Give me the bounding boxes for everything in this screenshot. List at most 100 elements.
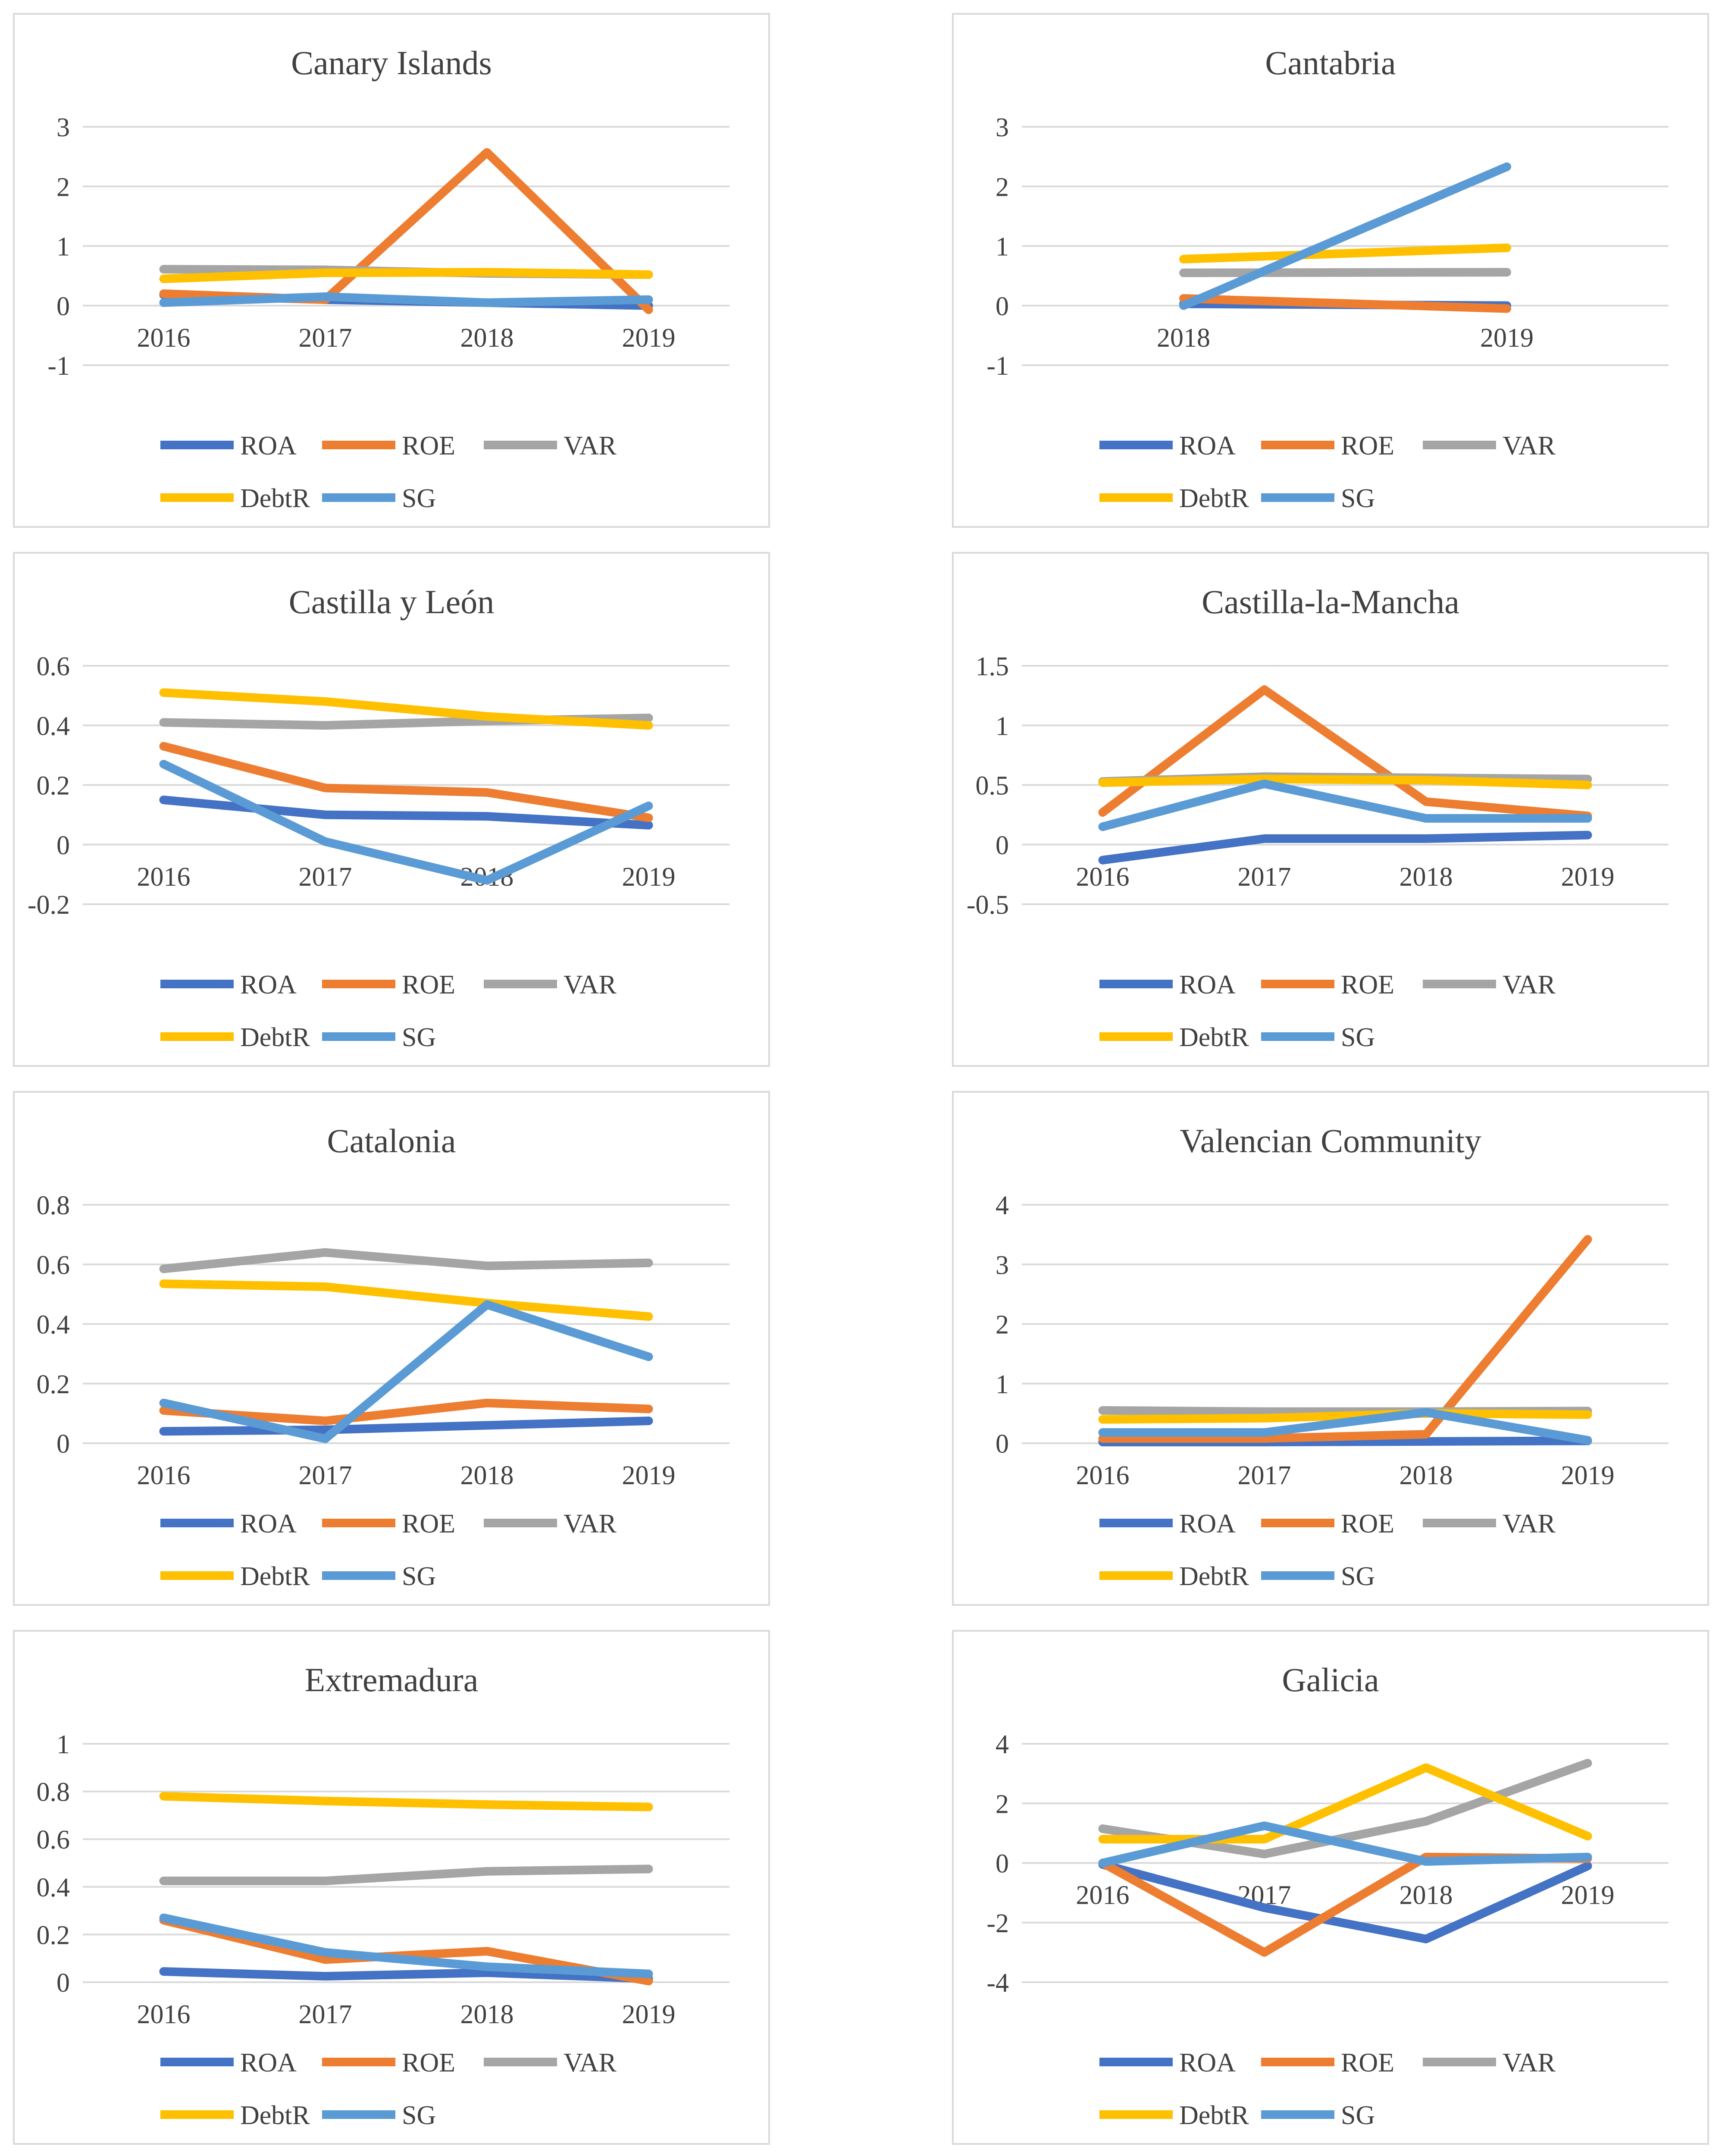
y-tick-label: 0.2 xyxy=(37,771,70,801)
y-tick-label: 0 xyxy=(996,292,1009,321)
chart-panel-3: Castilla-la-Mancha 1.5 1 0.5 0 -0.5 2016 2017 20… xyxy=(952,552,1709,1067)
y-tick-label: 2 xyxy=(996,1789,1009,1819)
x-tick-label: 2016 xyxy=(1076,862,1130,892)
y-tick-label: 0.8 xyxy=(37,1778,70,1807)
legend-label: VAR xyxy=(1503,970,1556,1000)
series-line-roa xyxy=(1098,830,1592,865)
x-tick-label: 2019 xyxy=(622,1461,676,1490)
series-line-sg xyxy=(159,1913,653,1978)
series-line-sg xyxy=(1098,779,1592,831)
y-tick-label: 2 xyxy=(996,172,1009,202)
chart-panel-4: Catalonia 0.8 0.6 0.4 0.2 0 2016 2017 2018 2019 RO… xyxy=(13,1091,770,1606)
y-tick-label: 4 xyxy=(996,1730,1009,1759)
legend-label: ROA xyxy=(240,431,297,461)
x-tick-label: 2018 xyxy=(1400,1881,1453,1910)
chart-panel-2: Castilla y León 0.6 0.4 0.2 0 -0.2 2016 2017 201… xyxy=(13,552,770,1067)
legend-label: ROE xyxy=(1341,431,1394,461)
chart-panel-5: Valencian Community 4 3 2 1 0 2016 2017 2018 2019… xyxy=(952,1091,1709,1606)
x-tick-label: 2017 xyxy=(299,323,352,353)
series-line-sg xyxy=(1179,162,1511,310)
chart-title: Catalonia xyxy=(327,1122,456,1159)
y-tick-label: -0.5 xyxy=(967,890,1009,920)
x-tick-label: 2018 xyxy=(460,2000,514,2029)
y-tick-label: 4 xyxy=(996,1191,1009,1220)
y-tick-label: -0.2 xyxy=(28,890,70,920)
y-tick-label: 0 xyxy=(56,1968,70,1998)
legend-label: DebtR xyxy=(240,484,310,513)
chart-border xyxy=(13,552,770,1067)
legend-label: VAR xyxy=(564,431,617,461)
chart-panel-6: Extremadura 1 0.8 0.6 0.4 0.2 0 2016 2017 2018 201… xyxy=(13,1630,770,2145)
x-tick-label: 2019 xyxy=(1561,862,1615,892)
x-tick-label: 2016 xyxy=(1076,1461,1130,1490)
legend-label: SG xyxy=(402,1023,436,1052)
legend-label: SG xyxy=(1341,1562,1375,1591)
y-tick-label: 0.4 xyxy=(37,1873,70,1902)
y-tick-label: 3 xyxy=(996,1250,1009,1280)
x-tick-label: 2017 xyxy=(299,862,352,892)
y-tick-label: 1 xyxy=(996,232,1009,262)
y-tick-label: 1 xyxy=(996,711,1009,741)
chart-title: Castilla-la-Mancha xyxy=(1202,583,1459,620)
y-tick-label: 1.5 xyxy=(976,652,1009,681)
legend-label: ROE xyxy=(1341,1509,1394,1539)
x-tick-label: 2016 xyxy=(137,1461,191,1490)
x-tick-label: 2019 xyxy=(1561,1461,1615,1490)
y-tick-label: 0 xyxy=(56,1429,70,1459)
y-tick-label: 2 xyxy=(56,172,70,202)
series-line-roa xyxy=(159,1416,653,1436)
x-tick-label: 2018 xyxy=(460,323,514,353)
x-tick-label: 2019 xyxy=(622,862,676,892)
y-tick-label: 0 xyxy=(996,1429,1009,1459)
series-line-sg xyxy=(1098,1821,1592,1868)
legend-label: ROE xyxy=(402,2048,455,2078)
series-line-sg xyxy=(159,1300,653,1443)
legend-label: SG xyxy=(402,484,436,513)
legend-label: VAR xyxy=(564,2048,617,2078)
series-line-debtr xyxy=(1098,1409,1592,1424)
series-line-debtr xyxy=(1098,774,1592,790)
y-tick-label: 0.6 xyxy=(37,1250,70,1280)
chart-panel-0: Canary Islands 3 2 1 0 -1 2016 2017 2018 2019 ROA R… xyxy=(13,13,770,528)
chart-border xyxy=(952,552,1709,1067)
legend-label: DebtR xyxy=(240,2101,310,2130)
series-line-var xyxy=(1179,268,1511,277)
y-tick-label: 0.6 xyxy=(37,1825,70,1855)
legend-label: VAR xyxy=(1503,1509,1556,1539)
series-line-roe xyxy=(1098,1235,1592,1443)
y-tick-label: 0.8 xyxy=(37,1191,70,1220)
x-tick-label: 2016 xyxy=(1076,1881,1130,1910)
legend-label: ROA xyxy=(1179,2048,1236,2078)
y-tick-label: 1 xyxy=(56,232,70,262)
y-tick-label: -4 xyxy=(986,1968,1009,1998)
legend-label: DebtR xyxy=(1179,2101,1249,2130)
legend-label: DebtR xyxy=(240,1023,310,1052)
chart-title: Cantabria xyxy=(1265,44,1396,81)
legend-label: ROA xyxy=(240,2048,297,2078)
y-tick-label: 0.2 xyxy=(37,1921,70,1950)
legend-label: ROE xyxy=(1341,970,1394,1000)
y-tick-label: -1 xyxy=(986,351,1009,381)
x-tick-label: 2018 xyxy=(460,1461,514,1490)
legend-label: ROE xyxy=(402,1509,455,1539)
series-line-roe xyxy=(1098,685,1592,821)
x-tick-label: 2018 xyxy=(1400,862,1453,892)
series-line-sg xyxy=(159,760,653,885)
x-tick-label: 2017 xyxy=(299,1461,352,1490)
chart-title: Extremadura xyxy=(305,1661,479,1698)
y-tick-label: 3 xyxy=(56,113,70,142)
y-tick-label: 1 xyxy=(996,1370,1009,1399)
legend-label: SG xyxy=(402,2101,436,2130)
series-line-debtr xyxy=(159,1279,653,1321)
series-line-debtr xyxy=(1179,243,1511,263)
x-tick-label: 2017 xyxy=(299,2000,352,2029)
series-line-sg xyxy=(159,292,653,307)
y-tick-label: 0 xyxy=(996,831,1009,860)
legend-label: ROE xyxy=(402,970,455,1000)
x-tick-label: 2019 xyxy=(622,2000,676,2029)
legend-label: DebtR xyxy=(240,1562,310,1591)
chart-title: Valencian Community xyxy=(1180,1122,1481,1159)
x-tick-label: 2016 xyxy=(137,2000,191,2029)
